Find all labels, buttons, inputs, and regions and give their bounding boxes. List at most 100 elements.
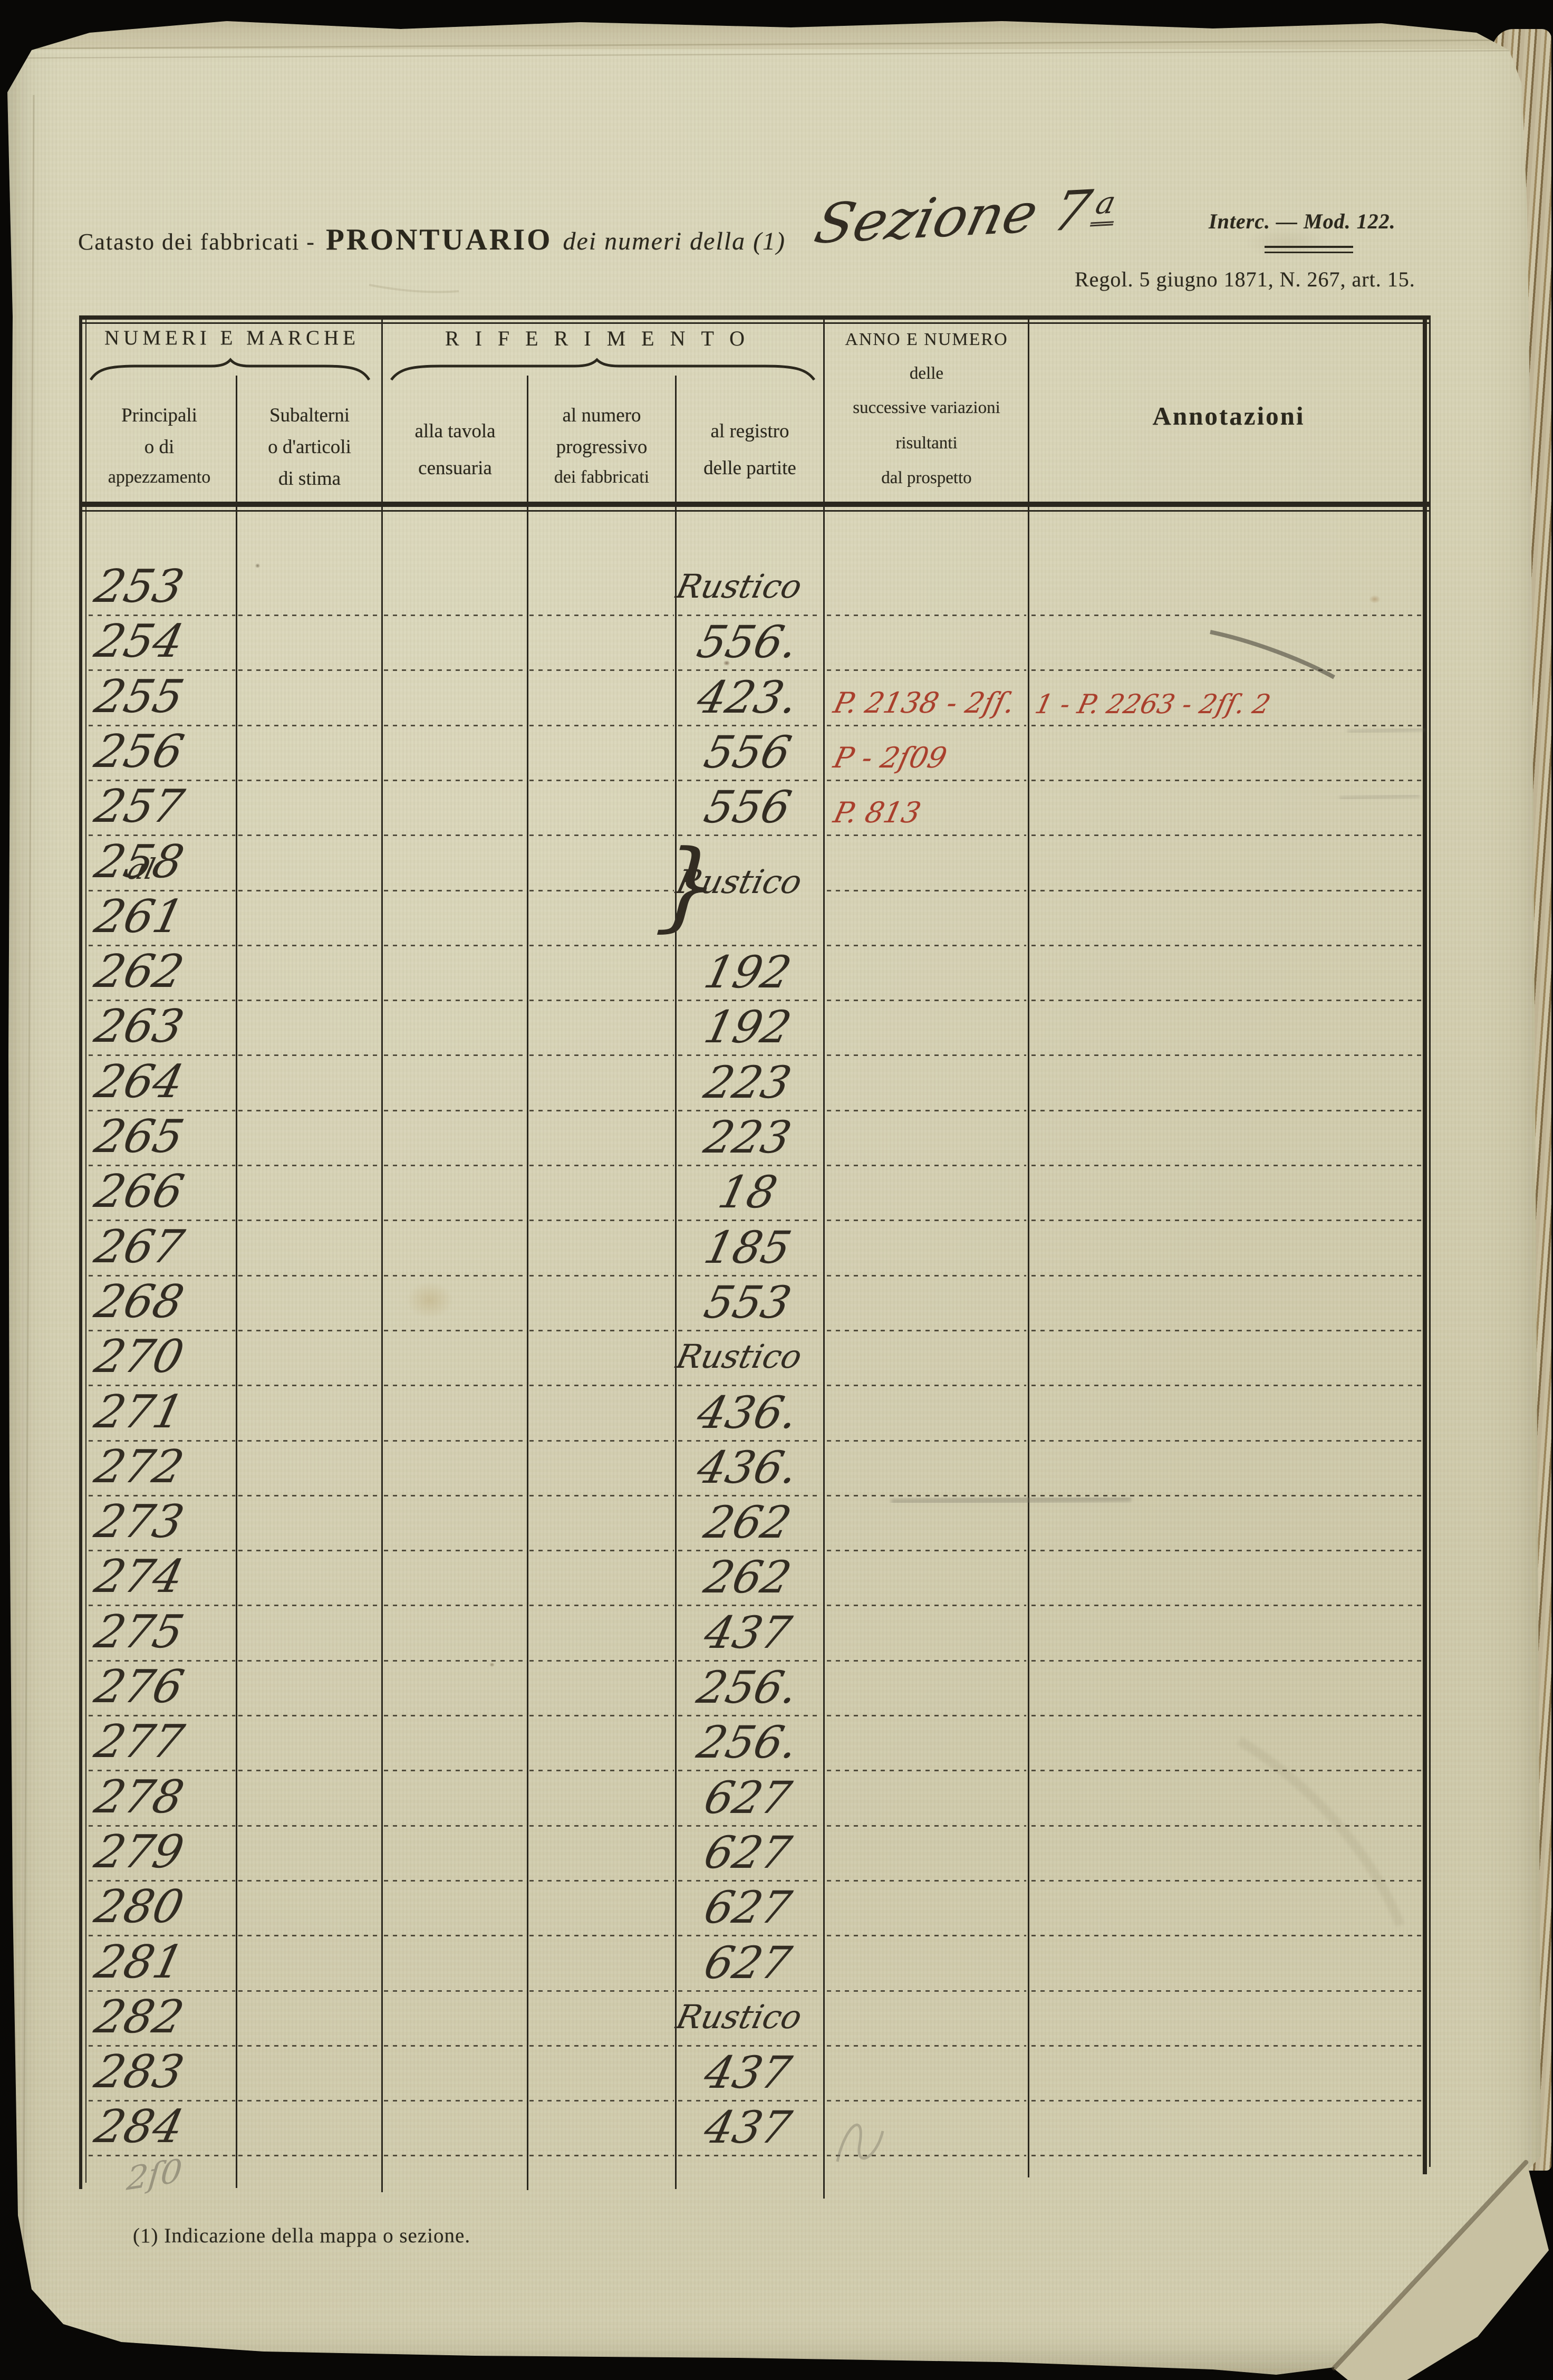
row-dotted-line [89,1330,235,1331]
row-dotted-line [1031,1440,1422,1442]
row-registro: 192 [699,946,796,998]
column-divider [823,316,825,2199]
row-dotted-line [1031,1220,1422,1221]
row-dotted-line [827,2155,1026,2156]
row-dotted-line [529,1165,674,1166]
row-dotted-line [529,1605,674,1606]
row-dotted-line [529,1330,674,1331]
row-dotted-line [529,1000,674,1001]
row-number: 281 [90,1936,189,1989]
row-dotted-line [827,1330,1026,1331]
row-dotted-line [678,1715,822,1716]
row-dotted-line [1031,1825,1422,1827]
column-header-subalterni: o d'articoli [268,436,351,458]
row-dotted-line [89,1935,235,1936]
row-number: 268 [90,1275,189,1328]
row-dotted-line [89,2045,235,2047]
row-dotted-line [678,1880,822,1882]
row-dotted-line [529,1660,674,1662]
row-dotted-line [89,1054,235,1056]
row-dotted-line [1031,945,1422,946]
row-registro: 223 [699,1111,796,1163]
row-dotted-line [678,1660,822,1662]
column-header-numero-progressivo: al numero [562,405,641,426]
row-dotted-line [1031,780,1422,781]
row-dotted-line [384,1440,525,1442]
row-dotted-line [238,1495,380,1496]
row-dotted-line [238,615,380,616]
row-dotted-line [89,1550,235,1551]
column-header-principali: appezzamento [108,467,211,487]
row-dotted-line [529,1054,674,1056]
row-dotted-line [384,1054,525,1056]
row-dotted-line [827,1825,1026,1827]
row-dotted-line [827,2045,1026,2047]
paper-stain [406,1282,454,1319]
row-registro: 437 [699,2047,796,2098]
paper-stain [1369,595,1381,603]
footnote: (1) Indicazione della mappa o sezione. [133,2224,471,2247]
column-divider [675,376,677,2189]
row-registro: 437 [699,1607,796,1658]
column-header-subalterni: di stima [278,468,341,490]
column-divider [527,376,528,2190]
row-variazioni: P. 813 [830,796,924,829]
row-dotted-line [827,1385,1026,1386]
column-header-variazioni: dal prospetto [881,468,972,487]
row-dotted-line [827,1054,1026,1056]
row-registro: 556 [699,726,796,778]
row-dotted-line [827,1550,1026,1551]
row-dotted-line [1031,1054,1422,1056]
row-dotted-line [238,1550,380,1551]
row-dotted-line [678,1054,822,1056]
row-number: 254 [90,615,189,668]
row-registro: 256. [692,1662,803,1713]
form-reference: Interc. — Mod. 122. [1209,209,1396,233]
row-dotted-line [827,1990,1026,1992]
row-dotted-line [238,1770,380,1771]
row-dotted-line [89,2100,235,2101]
row-dotted-line [678,725,822,726]
paper-stain [724,660,730,666]
group-header-numeri-e-marche: NUMERI E MARCHE [104,327,360,349]
row-dotted-line [678,1330,822,1331]
row-dotted-line [238,2045,380,2047]
row-dotted-line [678,669,822,671]
row-registro: 437 [699,2101,796,2153]
section-ordinal: a [1089,184,1123,227]
column-divider [236,376,237,2188]
column-header-numero-progressivo: progressivo [556,436,648,458]
row-dotted-line [384,1825,525,1827]
row-dotted-line [529,725,674,726]
row-dotted-line [1031,615,1422,616]
row-dotted-line [384,834,525,836]
row-dotted-line [238,1110,380,1111]
row-number: 272 [90,1441,189,1493]
table-header-separator [79,502,1430,507]
column-header-principali: o di [144,436,175,458]
row-dotted-line [89,1770,235,1771]
row-dotted-line [529,1220,674,1221]
row-group-brace: } [653,829,723,942]
row-dotted-line [1031,1660,1422,1662]
row-registro: 556 [699,781,796,833]
row-dotted-line [827,725,1026,726]
row-dotted-line [529,945,674,946]
row-dotted-line [1031,1715,1422,1716]
title-main: PRONTUARIO [325,223,553,256]
title-prefix: Catasto dei fabbricati - [78,229,315,255]
row-number: 262 [90,945,189,998]
row-dotted-line [238,1880,380,1882]
row-dotted-line [384,725,525,726]
row-dotted-line [384,1330,525,1331]
row-variazioni: P - 2ſ09 [830,741,950,774]
row-dotted-line [529,1770,674,1771]
row-dotted-line [1031,1275,1422,1277]
row-registro: 223 [699,1057,796,1108]
row-number: 284 [90,2100,189,2153]
row-dotted-line [1031,1550,1422,1551]
row-dotted-line [827,780,1026,781]
row-dotted-line [827,1935,1026,1936]
row-number: 265 [90,1110,189,1163]
row-number: 253 [90,560,189,613]
